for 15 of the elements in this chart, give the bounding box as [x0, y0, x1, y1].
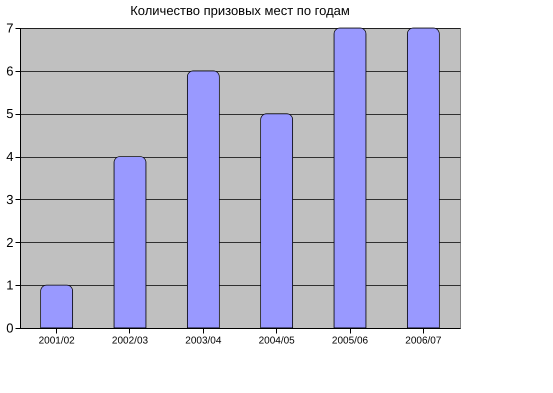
y-tick-label: 7 — [6, 20, 14, 36]
chart-title: Количество призовых мест по годам — [130, 3, 350, 18]
x-tick-label: 2006/07 — [405, 336, 442, 346]
x-tick-label: 2001/02 — [38, 336, 76, 346]
y-tick-label: 2 — [6, 234, 14, 250]
y-tick-label: 1 — [6, 278, 14, 293]
x-tick-label: 2005/06 — [332, 336, 369, 346]
y-tick-label: 6 — [6, 63, 14, 78]
y-tick-label: 4 — [6, 149, 14, 164]
x-tick-label: 2002/03 — [112, 336, 149, 346]
y-tick-label: 5 — [6, 106, 14, 122]
x-tick-label: 2003/04 — [185, 336, 222, 346]
y-tick-label: 0 — [6, 320, 14, 336]
y-tick-label: 3 — [6, 192, 14, 207]
x-tick-label: 2004/05 — [258, 336, 296, 346]
